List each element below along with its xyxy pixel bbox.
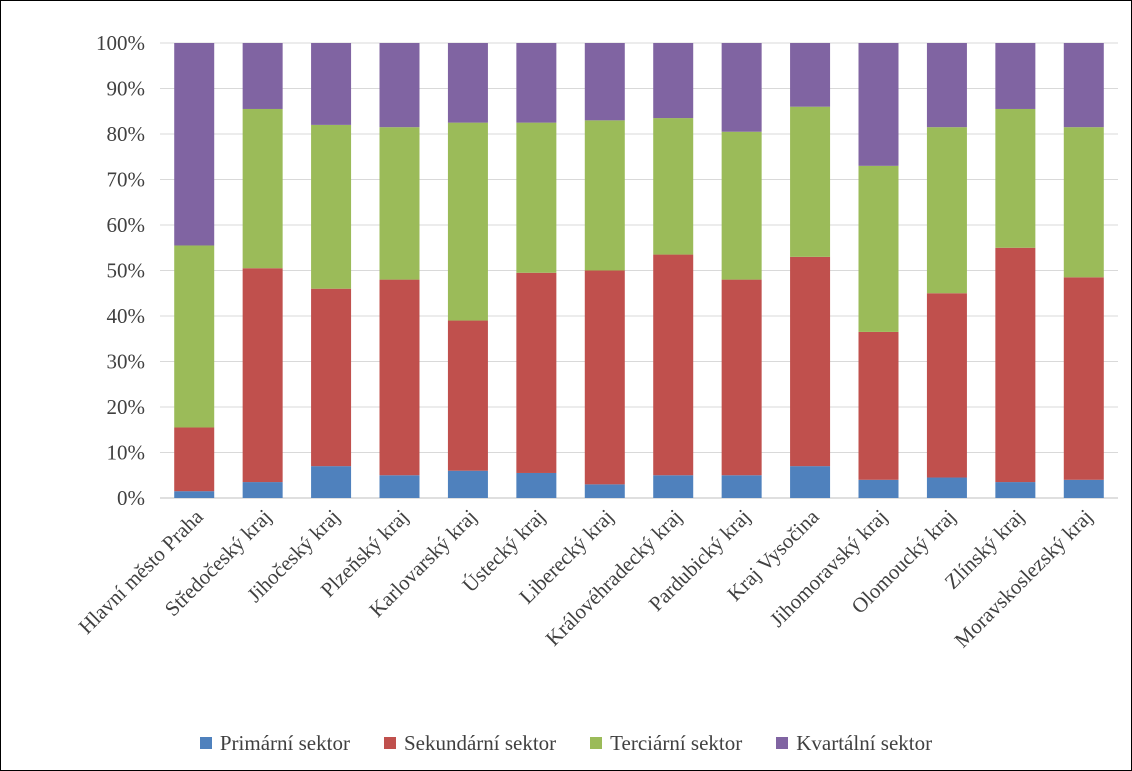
bar-segment-2 [1063,277,1104,480]
legend: Primární sektor Sekundární sektor Terciárn… [0,728,1132,758]
bar-segment-4 [858,43,899,166]
legend-label: Primární sektor [219,730,350,755]
bar-segment-1 [584,484,625,498]
bar-segment-3 [858,165,899,332]
bar-segment-2 [379,279,420,476]
bar-segment-2 [516,272,557,473]
bar-segment-2 [174,427,215,492]
legend-item: Terciární sektor [590,731,742,756]
legend-item: Kvartální sektor [776,731,932,756]
bar-segment-3 [379,127,420,280]
bar-segment-4 [721,43,762,132]
y-axis-tick-labels: 0% 10% 20% 30% 40% 50% 60% 70% 80% 90% 100% [96,31,145,510]
bar-segment-4 [174,43,215,246]
bar-segment-3 [1063,127,1104,278]
bar-segment-4 [516,43,557,123]
bar-segment-4 [790,43,831,107]
bar-segment-1 [926,477,967,498]
bar-segment-4 [584,43,625,121]
bar-segment-1 [516,472,557,498]
bar-segment-1 [995,482,1036,498]
bar-segment-4 [1063,43,1104,128]
bar-segment-3 [242,108,283,269]
legend-swatch [590,737,603,749]
y-tick-label: 80% [107,122,146,146]
bar-segment-3 [995,108,1036,248]
legend-item: Primární sektor [199,730,350,756]
legend-label: Kvartální sektor [796,730,933,755]
bar-segment-1 [790,466,831,498]
bar-segment-1 [379,475,420,498]
y-tick-label: 70% [107,168,146,192]
legend-item: Sekundární sektor [383,730,557,756]
bar-segment-1 [242,482,283,498]
bar-segment-2 [653,254,694,476]
bar-segment-4 [242,43,283,109]
bar-segment-3 [516,122,557,273]
bar-segment-3 [311,124,352,289]
y-tick-label: 50% [107,259,146,283]
y-tick-label: 60% [107,213,146,237]
bar-segment-4 [311,43,352,125]
bar-segment-1 [311,466,352,498]
bar-segment-1 [447,470,488,498]
y-tick-label: 0% [117,486,145,510]
x-category-label: Hlavní město Praha [74,504,209,639]
bar-segment-1 [174,491,215,498]
bar-segment-1 [721,475,762,498]
bar-segment-4 [995,43,1036,109]
x-category-label: Jihomoravský kraj [765,505,892,632]
y-tick-label: 10% [107,441,146,465]
bar-segment-3 [447,122,488,321]
bar-segment-2 [447,320,488,471]
bar-segment-4 [653,43,694,119]
bar-segment-3 [721,131,762,280]
bar-segment-1 [858,479,899,498]
bar-segment-4 [926,43,967,128]
bar-segment-1 [1063,479,1104,498]
bar-segment-2 [721,279,762,476]
y-tick-label: 20% [107,395,146,419]
bars [174,43,1104,498]
bar-segment-2 [790,256,831,467]
legend-swatch [776,737,789,749]
bar-segment-3 [926,127,967,294]
y-tick-label: 90% [107,77,146,101]
bar-segment-2 [858,331,899,480]
bar-segment-2 [926,293,967,478]
y-tick-label: 40% [107,304,146,328]
legend-swatch [199,737,212,749]
bar-segment-2 [311,288,352,467]
bar-segment-3 [790,106,831,257]
bar-segment-2 [584,270,625,485]
bar-segment-1 [653,475,694,498]
bar-segment-2 [995,247,1036,483]
bar-segment-4 [379,43,420,128]
bar-segment-4 [447,43,488,123]
y-tick-label: 30% [107,350,146,374]
legend-swatch [383,737,396,749]
legend-label: Terciární sektor [610,730,743,755]
gridlines [160,42,1118,499]
bar-segment-3 [653,118,694,255]
y-tick-label: 100% [96,31,145,55]
bar-segment-2 [242,268,283,483]
bar-segment-3 [174,245,215,428]
bar-segment-3 [584,120,625,271]
legend-label: Sekundární sektor [403,730,557,755]
